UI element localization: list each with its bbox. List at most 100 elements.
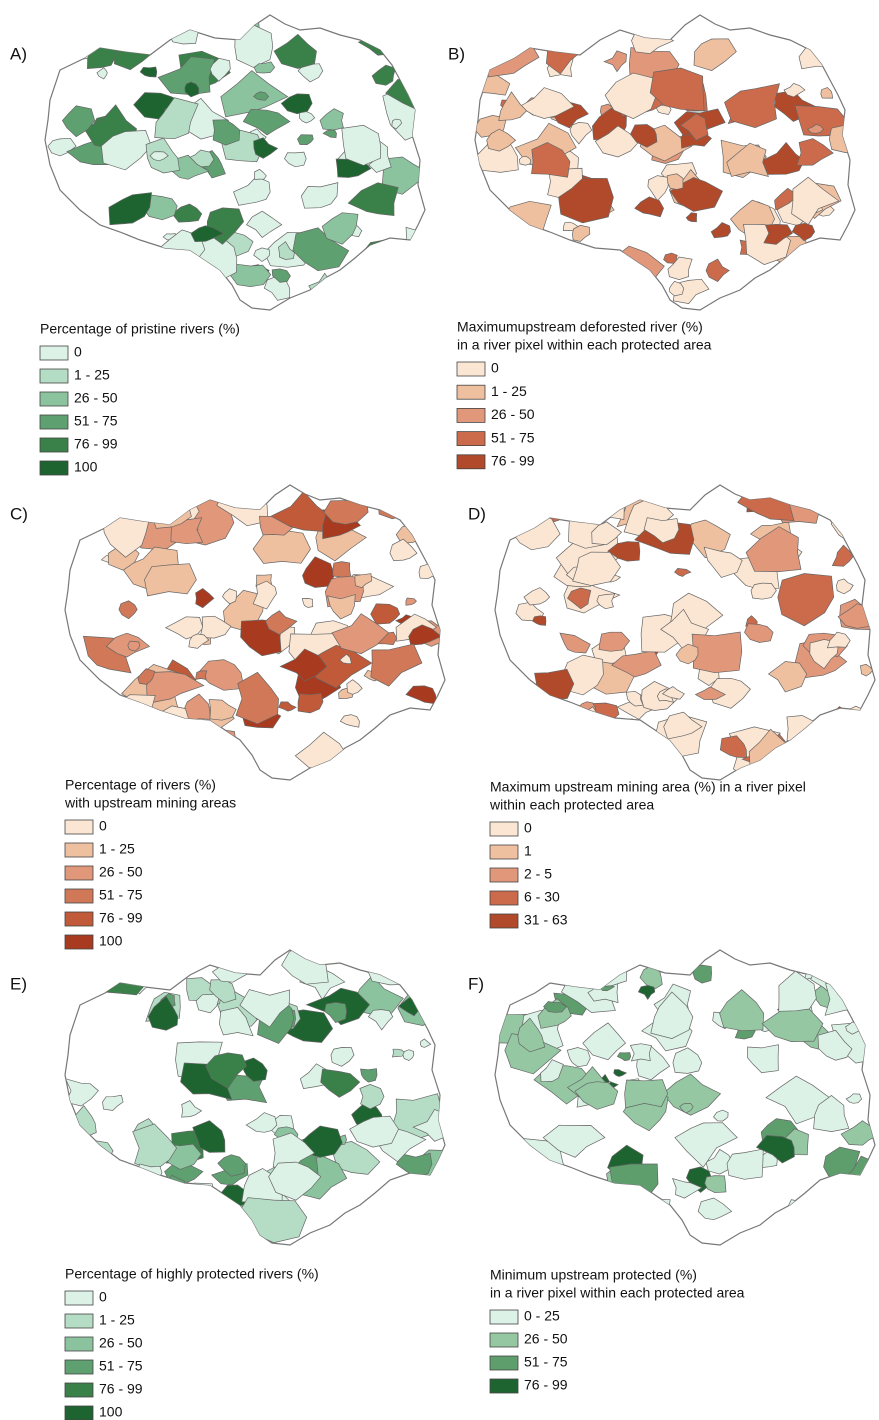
protected-area xyxy=(551,1194,589,1233)
panel-label: B) xyxy=(448,44,465,63)
legend-swatch xyxy=(40,415,68,429)
legend: Percentage of highly protected rivers (%… xyxy=(65,1266,319,1420)
legend-label: 26 - 50 xyxy=(491,406,535,422)
protected-area xyxy=(427,511,452,526)
protected-area xyxy=(98,254,148,287)
legend-label: 0 xyxy=(99,818,107,834)
legend-title: in a river pixel within each protected a… xyxy=(490,1285,745,1301)
protected-area xyxy=(829,125,865,153)
protected-area xyxy=(387,737,413,762)
legend: Percentage of pristine rivers (%)01 - 25… xyxy=(40,321,240,475)
legend-swatch xyxy=(490,1356,518,1370)
protected-area xyxy=(629,752,644,763)
protected-area xyxy=(79,1141,113,1160)
protected-area xyxy=(573,721,609,759)
protected-area xyxy=(860,1008,879,1019)
map xyxy=(495,480,879,782)
protected-area xyxy=(373,1208,413,1242)
legend-label: 51 - 75 xyxy=(491,429,535,445)
protected-area xyxy=(117,238,135,251)
legend-label: 0 xyxy=(491,360,499,376)
legend-title: Percentage of pristine rivers (%) xyxy=(40,321,240,337)
protected-area xyxy=(826,707,859,743)
protected-area xyxy=(77,250,93,260)
protected-area xyxy=(835,706,877,746)
protected-area xyxy=(334,269,384,303)
legend-label: 0 xyxy=(524,820,532,836)
protected-area xyxy=(112,264,156,293)
protected-area xyxy=(523,709,543,721)
protected-area xyxy=(630,1044,651,1061)
legend-label: 1 - 25 xyxy=(99,841,135,857)
protected-area xyxy=(850,1185,876,1203)
legend-label: 100 xyxy=(99,933,123,949)
legend-swatch xyxy=(40,346,68,360)
protected-area xyxy=(235,25,273,68)
protected-area xyxy=(808,258,830,273)
protected-area xyxy=(820,267,847,288)
legend-swatch xyxy=(40,369,68,383)
protected-area xyxy=(815,957,841,979)
protected-area xyxy=(333,562,351,578)
legend-title: Maximum upstream mining area (%) in a ri… xyxy=(490,779,806,795)
protected-area xyxy=(591,703,619,725)
protected-area xyxy=(539,256,552,271)
protected-area xyxy=(90,1210,114,1227)
legend-label: 1 - 25 xyxy=(491,383,527,399)
legend-title: within each protected area xyxy=(489,797,654,813)
legend-swatch xyxy=(65,1337,93,1351)
legend-swatch xyxy=(490,845,518,859)
protected-area xyxy=(150,1175,185,1203)
protected-area xyxy=(378,1201,411,1226)
map xyxy=(65,940,471,1245)
protected-area xyxy=(360,239,423,273)
protected-area xyxy=(137,1184,162,1204)
legend-swatch xyxy=(490,822,518,836)
legend-swatch xyxy=(457,455,485,469)
legend-swatch xyxy=(457,432,485,446)
protected-area xyxy=(162,717,210,746)
legend-swatch xyxy=(490,891,518,905)
protected-area xyxy=(692,632,742,673)
protected-area xyxy=(825,982,874,1015)
protected-area xyxy=(556,1171,579,1195)
protected-area xyxy=(196,671,207,680)
panel-label: D) xyxy=(468,504,486,523)
protected-area xyxy=(573,1172,585,1183)
protected-area xyxy=(395,251,413,263)
legend-label: 76 - 99 xyxy=(491,453,535,469)
map xyxy=(60,480,471,780)
legend-label: 1 - 25 xyxy=(99,1312,135,1328)
protected-area xyxy=(137,1164,162,1184)
protected-area xyxy=(477,24,509,43)
legend-label: 1 xyxy=(524,843,532,859)
protected-area xyxy=(30,235,86,274)
legend: Minimum upstream protected (%)in a river… xyxy=(490,1267,745,1393)
protected-area xyxy=(236,1198,307,1243)
panel-label: E) xyxy=(10,974,27,993)
legend-label: 76 - 99 xyxy=(99,1381,143,1397)
protected-area xyxy=(75,992,86,1002)
protected-area xyxy=(191,729,236,765)
protected-area xyxy=(128,712,141,726)
legend: Percentage of rivers (%)with upstream mi… xyxy=(64,777,236,949)
protected-area xyxy=(342,125,381,165)
legend-label: 100 xyxy=(99,1404,123,1420)
protected-area xyxy=(405,1169,471,1216)
protected-area xyxy=(804,961,833,980)
legend-title: in a river pixel within each protected a… xyxy=(457,337,712,353)
legend-title: Percentage of highly protected rivers (%… xyxy=(65,1266,319,1282)
protected-area xyxy=(502,265,549,294)
protected-area xyxy=(99,487,144,511)
protected-area xyxy=(799,46,836,69)
legend-swatch xyxy=(65,935,93,949)
legend-swatch xyxy=(65,866,93,880)
protected-area xyxy=(805,1188,845,1217)
protected-area xyxy=(89,967,149,995)
legend-swatch xyxy=(457,362,485,376)
legend-label: 26 - 50 xyxy=(99,1335,143,1351)
legend-label: 51 - 75 xyxy=(74,413,118,429)
legend-label: 26 - 50 xyxy=(524,1331,568,1347)
legend-swatch xyxy=(490,868,518,882)
protected-area xyxy=(624,1207,666,1230)
